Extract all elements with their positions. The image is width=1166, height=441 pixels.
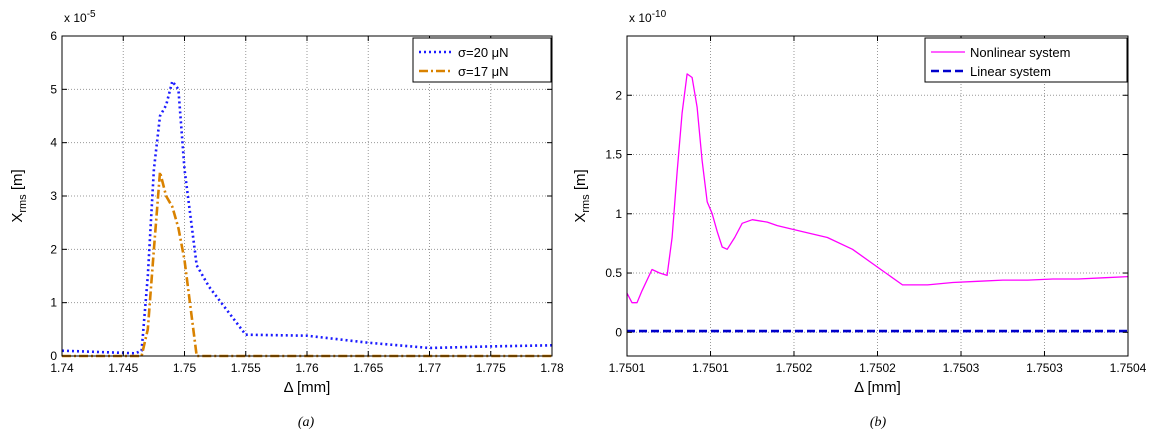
y-tick-label: 2 [50,242,57,256]
x-tick-label: 1.745 [108,361,138,375]
y-tick-label: 0 [615,325,622,339]
x-tick-label: 1.7502 [859,361,896,375]
x-tick-label: 1.7503 [943,361,980,375]
x-tick-label: 1.7501 [692,361,729,375]
y-tick-label: 1 [50,296,57,310]
legend-label-1: σ=20 μN [458,45,509,60]
legend-label-1: Nonlinear system [970,45,1070,60]
y-tick-label: 4 [50,136,57,150]
y-tick-label: 0 [50,349,57,363]
y-tick-label: 2 [615,88,622,102]
y-multiplier: x 10-10 [629,9,667,25]
x-tick-label: 1.7502 [776,361,813,375]
x-tick-label: 1.755 [231,361,261,375]
legend-box [924,37,1128,83]
y-axis-label-unit: [m] [572,169,589,194]
x-tick-label: 1.76 [295,361,319,375]
x-axis-label: Δ [mm] [284,379,331,396]
y-axis-label-unit: [m] [9,169,26,194]
y-tick-label: 1 [615,207,622,221]
caption: (a) [298,415,315,430]
y-tick-label: 6 [50,29,57,43]
x-tick-label: 1.77 [418,361,442,375]
y-tick-label: 1.5 [605,148,622,162]
y-tick-label: 5 [50,82,57,96]
x-tick-label: 1.7503 [1026,361,1063,375]
series-line-1 [626,73,1129,304]
x-axis-label: Δ [mm] [854,379,901,396]
y-axis-label-sub: rms [17,194,29,213]
legend-label-2: Linear system [970,64,1051,79]
y-multiplier: x 10-5 [64,9,96,25]
chart-b: 1.7501 1.7501 1.7502 1.7502 1.7503 1.7503 1.75… [572,9,1147,430]
y-tick-label: 3 [50,189,57,203]
y-axis-label: Xrms [m] [9,169,29,222]
x-tick-label: 1.765 [353,361,383,375]
x-tick-label: 1.775 [476,361,506,375]
y-axis-label-sub: rms [580,194,592,213]
legend-box [412,37,552,83]
y-tick-label: 0.5 [605,266,622,280]
x-tick-label: 1.78 [540,361,564,375]
y-multiplier-exponent: -10 [652,9,667,20]
chart-a: 1.74 1.745 1.75 1.755 1.76 1.765 1.77 1.775 1.78… [9,9,564,430]
x-tick-label: 1.7501 [609,361,646,375]
x-tick-label: 1.7504 [1110,361,1147,375]
y-multiplier-exponent: -5 [87,9,96,20]
y-axis-label: Xrms [m] [572,169,592,222]
x-tick-label: 1.74 [50,361,74,375]
caption: (b) [870,415,887,430]
legend-label-2: σ=17 μN [458,64,509,79]
x-tick-label: 1.75 [173,361,197,375]
